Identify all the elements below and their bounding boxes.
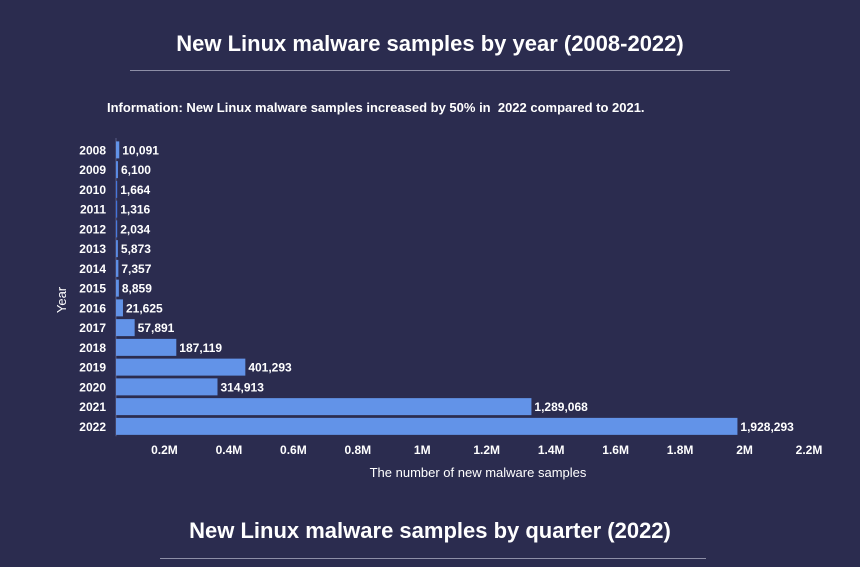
y-tick-label: 2008 xyxy=(79,143,106,157)
bar-2011[interactable] xyxy=(116,200,118,218)
data-label: 10,091 xyxy=(122,143,159,157)
x-tick-label: 1.2M xyxy=(473,443,500,457)
data-label: 8,859 xyxy=(122,282,152,296)
bar-2009[interactable] xyxy=(116,161,118,179)
data-label: 57,891 xyxy=(138,321,175,335)
data-label: 1,928,293 xyxy=(740,420,794,434)
bar-2018[interactable] xyxy=(116,338,177,356)
bar-2012[interactable] xyxy=(116,220,118,238)
y-tick-label: 2022 xyxy=(79,420,106,434)
chart-title: New Linux malware samples by year (2008-… xyxy=(176,31,684,56)
bar-2015[interactable] xyxy=(116,279,119,297)
data-label: 21,625 xyxy=(126,301,163,315)
y-tick-label: 2012 xyxy=(79,222,106,236)
y-tick-label: 2018 xyxy=(79,341,106,355)
x-tick-label: 0.4M xyxy=(216,443,243,457)
next-title-divider xyxy=(160,558,706,559)
x-tick-label: 2.2M xyxy=(796,443,823,457)
y-tick-label: 2017 xyxy=(79,321,106,335)
data-label: 5,873 xyxy=(121,242,151,256)
y-tick-label: 2011 xyxy=(80,203,106,217)
data-label: 6,100 xyxy=(121,163,151,177)
bar-2020[interactable] xyxy=(116,378,218,396)
data-label: 1,316 xyxy=(120,203,150,217)
bar-2014[interactable] xyxy=(116,259,119,277)
bar-2021[interactable] xyxy=(116,398,532,416)
data-label: 1,664 xyxy=(120,183,150,197)
data-label: 2,034 xyxy=(120,222,150,236)
x-tick-label: 0.2M xyxy=(151,443,178,457)
x-axis-label: The number of new malware samples xyxy=(370,465,587,480)
y-tick-label: 2010 xyxy=(79,183,106,197)
y-tick-label: 2021 xyxy=(79,400,106,414)
y-tick-label: 2009 xyxy=(79,163,106,177)
info-note: Information: New Linux malware samples i… xyxy=(107,100,645,115)
data-label: 7,357 xyxy=(121,262,151,276)
plot-area: 2008 10,091 2009 6,100 2010 1,664 2011 1,316 201… xyxy=(79,138,822,457)
x-tick-label: 0.6M xyxy=(280,443,307,457)
x-tick-label: 1M xyxy=(414,443,431,457)
y-tick-label: 2013 xyxy=(79,242,106,256)
bar-2016[interactable] xyxy=(116,299,123,317)
x-tick-label: 1.4M xyxy=(538,443,565,457)
data-label: 187,119 xyxy=(179,341,222,355)
x-tick-label: 0.8M xyxy=(344,443,371,457)
data-label: 401,293 xyxy=(248,361,292,375)
x-tick-label: 1.8M xyxy=(667,443,694,457)
y-axis-label: Year xyxy=(54,286,69,313)
y-tick-label: 2015 xyxy=(79,282,106,296)
y-tick-label: 2019 xyxy=(79,361,106,375)
bar-2019[interactable] xyxy=(116,358,246,376)
y-tick-label: 2014 xyxy=(79,262,106,276)
next-chart-title: New Linux malware samples by quarter (20… xyxy=(189,518,671,543)
data-label: 1,289,068 xyxy=(534,400,588,414)
bar-2008[interactable] xyxy=(116,141,120,159)
bar-2010[interactable] xyxy=(116,180,118,198)
data-label: 314,913 xyxy=(220,380,264,394)
x-tick-label: 2M xyxy=(736,443,753,457)
bar-2013[interactable] xyxy=(116,240,118,258)
bar-chart: 2008 10,091 2009 6,100 2010 1,664 2011 1,316 201… xyxy=(54,138,822,480)
bar-2022[interactable] xyxy=(116,417,738,435)
bar-2017[interactable] xyxy=(116,319,135,337)
y-tick-label: 2020 xyxy=(79,380,106,394)
x-tick-label: 1.6M xyxy=(602,443,629,457)
y-tick-label: 2016 xyxy=(79,301,106,315)
title-divider xyxy=(130,70,730,71)
